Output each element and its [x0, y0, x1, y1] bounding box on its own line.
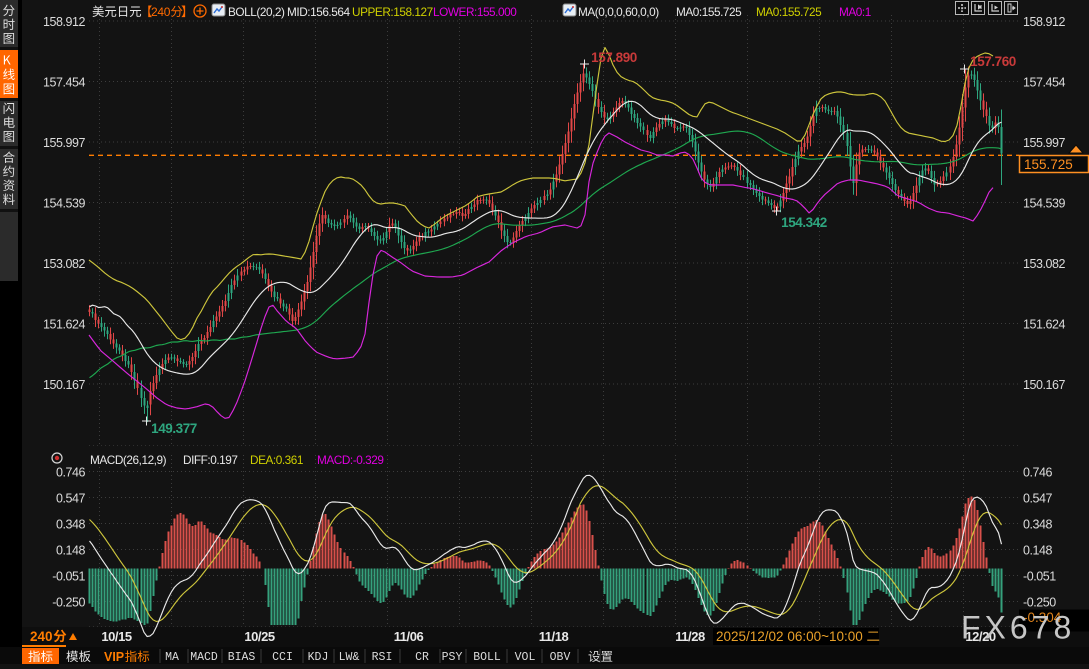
svg-text:0.348: 0.348	[1023, 518, 1053, 532]
svg-text:240: 240	[151, 5, 171, 19]
svg-text:151.624: 151.624	[43, 318, 86, 332]
svg-text:BOLL(20,2): BOLL(20,2)	[228, 5, 285, 19]
svg-text:150.167: 150.167	[1023, 378, 1066, 392]
svg-text:MA(0,0,0,60,0,0): MA(0,0,0,60,0,0)	[578, 5, 659, 19]
svg-text:-0.051: -0.051	[52, 570, 85, 584]
svg-text:FX678: FX678	[961, 610, 1075, 646]
svg-text:0.348: 0.348	[56, 518, 86, 532]
svg-text:150.167: 150.167	[43, 378, 86, 392]
svg-text:MA0:155.725: MA0:155.725	[676, 5, 742, 19]
svg-text:155.725: 155.725	[1024, 157, 1073, 172]
svg-text:UPPER:158.127: UPPER:158.127	[352, 5, 433, 19]
svg-text:155.997: 155.997	[43, 136, 86, 150]
svg-text:11/28: 11/28	[675, 629, 705, 644]
svg-text:153.082: 153.082	[1023, 257, 1066, 271]
svg-text:0.746: 0.746	[1023, 466, 1053, 480]
svg-text:MA: MA	[165, 651, 179, 664]
svg-text:LOWER:155.000: LOWER:155.000	[433, 5, 517, 19]
svg-text:CCI: CCI	[272, 651, 293, 664]
svg-text:CR: CR	[415, 651, 429, 664]
svg-text:-0.250: -0.250	[52, 596, 85, 610]
svg-text:157.890: 157.890	[591, 50, 637, 65]
svg-text:KDJ: KDJ	[308, 651, 329, 664]
svg-text:VIP: VIP	[104, 650, 124, 664]
svg-text:0.148: 0.148	[1023, 544, 1053, 558]
svg-text:MID:156.564: MID:156.564	[287, 5, 350, 19]
svg-text:MA0:155.725: MA0:155.725	[756, 5, 822, 19]
svg-text:158.912: 158.912	[1023, 15, 1066, 29]
svg-text:154.539: 154.539	[1023, 197, 1066, 211]
svg-text:MA0:1: MA0:1	[839, 5, 871, 19]
svg-text:MACD:-0.329: MACD:-0.329	[317, 453, 384, 467]
svg-text:0.148: 0.148	[56, 544, 86, 558]
svg-text:157.760: 157.760	[970, 54, 1016, 69]
svg-text:2025/12/02 06:00~10:00: 2025/12/02 06:00~10:00	[716, 629, 867, 644]
svg-text:OBV: OBV	[550, 651, 571, 664]
svg-text:-0.304: -0.304	[1023, 610, 1062, 625]
svg-text:155.997: 155.997	[1023, 136, 1066, 150]
svg-text:158.912: 158.912	[43, 15, 86, 29]
svg-text:MACD: MACD	[190, 651, 218, 664]
svg-text:157.454: 157.454	[43, 76, 86, 90]
svg-text:-0.051: -0.051	[1023, 570, 1056, 584]
svg-text:149.377: 149.377	[151, 421, 197, 436]
svg-text:0.746: 0.746	[56, 466, 86, 480]
svg-text:0.547: 0.547	[1023, 492, 1053, 506]
svg-text:12/20: 12/20	[965, 629, 996, 644]
svg-text:BOLL: BOLL	[473, 651, 501, 664]
svg-text:10/15: 10/15	[101, 629, 132, 644]
svg-text:VOL: VOL	[515, 651, 536, 664]
svg-text:154.342: 154.342	[781, 215, 827, 230]
svg-text:11/06: 11/06	[394, 629, 424, 644]
svg-text:154.539: 154.539	[43, 197, 86, 211]
svg-text:157.454: 157.454	[1023, 76, 1066, 90]
svg-text:RSI: RSI	[372, 651, 393, 664]
svg-text:240: 240	[30, 629, 53, 644]
svg-text:PSY: PSY	[442, 651, 463, 664]
svg-text:10/25: 10/25	[244, 629, 275, 644]
svg-text:153.082: 153.082	[43, 257, 86, 271]
svg-text:11/18: 11/18	[539, 629, 569, 644]
svg-text:LW&: LW&	[339, 651, 360, 664]
svg-text:BIAS: BIAS	[228, 651, 256, 664]
svg-text:MACD(26,12,9): MACD(26,12,9)	[90, 453, 167, 467]
svg-text:0.547: 0.547	[56, 492, 86, 506]
svg-text:DIFF:0.197: DIFF:0.197	[183, 453, 238, 467]
svg-text:DEA:0.361: DEA:0.361	[250, 453, 303, 467]
svg-text:151.624: 151.624	[1023, 318, 1066, 332]
svg-text:-0.250: -0.250	[1023, 596, 1056, 610]
